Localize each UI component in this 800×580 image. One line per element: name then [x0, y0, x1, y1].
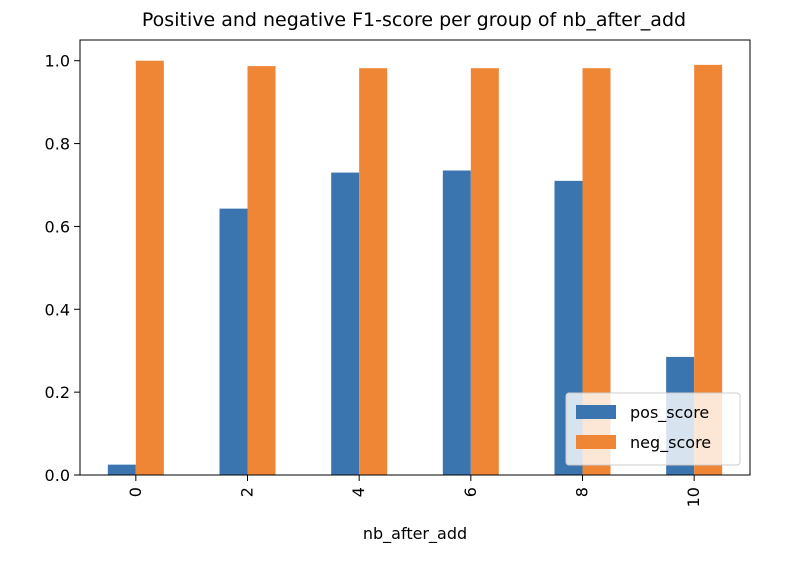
legend-label-pos_score: pos_score	[630, 403, 709, 423]
y-tick-label: 1.0	[45, 52, 70, 71]
bar-neg_score-4	[359, 68, 388, 476]
bar-pos_score-4	[331, 172, 360, 476]
bar-pos_score-2	[219, 208, 248, 475]
bar-neg_score-2	[247, 66, 276, 475]
plot-frame	[79, 39, 751, 476]
bar-pos_score-6	[442, 170, 471, 475]
y-tick-label: 0.6	[45, 217, 70, 236]
bars-group	[107, 60, 723, 476]
x-tick-label: 8	[573, 487, 592, 497]
y-tick-label: 0.2	[45, 383, 70, 402]
x-tick-label: 0	[126, 487, 145, 497]
bar-neg_score-6	[470, 68, 499, 476]
y-tick-label: 0.8	[45, 135, 70, 154]
y-tick-label: 0.0	[45, 466, 70, 485]
y-axis: 0.0 0.2 0.4 0.6 0.8 1.0	[45, 52, 80, 485]
legend-swatch-pos_score	[576, 405, 616, 419]
chart-title: Positive and negative F1-score per group…	[142, 9, 686, 31]
x-tick-label: 6	[461, 487, 480, 497]
x-tick-label: 4	[349, 487, 368, 497]
y-tick-label: 0.4	[45, 300, 70, 319]
legend-swatch-neg_score	[576, 435, 616, 449]
legend-label-neg_score: neg_score	[630, 433, 711, 453]
bar-neg_score-0	[135, 60, 164, 475]
x-tick-label: 2	[238, 487, 257, 497]
legend: pos_score neg_score	[565, 392, 741, 466]
bar-pos_score-0	[107, 464, 136, 475]
x-axis-label: nb_after_add	[363, 524, 467, 544]
x-tick-label: 10	[684, 487, 703, 507]
x-axis: 0 2 4 6 8 10	[126, 475, 703, 507]
